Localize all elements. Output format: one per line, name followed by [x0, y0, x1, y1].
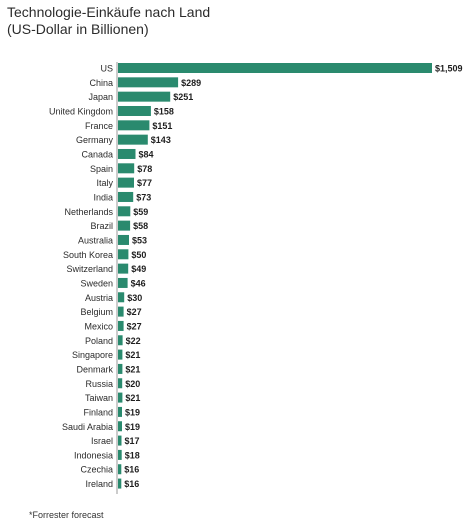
value-label-us: $1,509 — [435, 64, 463, 74]
value-label-ireland: $16 — [124, 479, 139, 489]
value-label-russia: $20 — [125, 379, 140, 389]
category-label-australia: Australia — [78, 235, 113, 245]
value-label-germany: $143 — [151, 135, 171, 145]
value-label-france: $151 — [152, 121, 172, 131]
bar-netherlands — [118, 206, 131, 217]
category-label-russia: Russia — [85, 379, 113, 389]
bar-poland — [118, 335, 123, 346]
category-label-saudi-arabia: Saudi Arabia — [62, 422, 113, 432]
chart-title: Technologie-Einkäufe nach Land — [7, 4, 211, 20]
value-label-indonesia: $18 — [125, 450, 140, 460]
category-label-israel: Israel — [91, 436, 113, 446]
category-label-united-kingdom: United Kingdom — [49, 106, 113, 116]
bar-finland — [118, 406, 122, 417]
bar-belgium — [118, 306, 124, 317]
value-label-australia: $53 — [132, 235, 147, 245]
category-label-us: US — [100, 64, 113, 74]
bar-ireland — [118, 478, 122, 489]
value-label-taiwan: $21 — [125, 393, 140, 403]
category-label-singapore: Singapore — [72, 350, 113, 360]
bar-saudi-arabia — [118, 421, 122, 432]
bar-switzerland — [118, 263, 129, 274]
bar-russia — [118, 378, 123, 389]
category-label-spain: Spain — [90, 164, 113, 174]
bar-spain — [118, 163, 135, 174]
bar-mexico — [118, 320, 124, 331]
value-label-india: $73 — [136, 192, 151, 202]
bar-france — [118, 120, 150, 131]
bar-sweden — [118, 277, 128, 288]
bar-taiwan — [118, 392, 123, 403]
category-label-austria: Austria — [85, 293, 113, 303]
category-label-mexico: Mexico — [84, 321, 113, 331]
category-label-netherlands: Netherlands — [64, 207, 113, 217]
category-label-canada: Canada — [81, 149, 113, 159]
category-label-czechia: Czechia — [80, 465, 113, 475]
category-label-ireland: Ireland — [85, 479, 113, 489]
bar-canada — [118, 148, 136, 159]
value-label-canada: $84 — [139, 149, 154, 159]
value-label-netherlands: $59 — [133, 207, 148, 217]
value-label-south-korea: $50 — [131, 250, 146, 260]
value-label-israel: $17 — [125, 436, 140, 446]
bar-japan — [118, 91, 171, 102]
category-label-japan: Japan — [88, 92, 113, 102]
bar-china — [118, 77, 179, 88]
value-label-sweden: $46 — [131, 278, 146, 288]
category-label-indonesia: Indonesia — [74, 450, 113, 460]
bar-singapore — [118, 349, 123, 360]
category-label-sweden: Sweden — [80, 278, 113, 288]
value-label-austria: $30 — [127, 293, 142, 303]
value-label-czechia: $16 — [124, 465, 139, 475]
chart-title-block: Technologie-Einkäufe nach Land (US-Dolla… — [7, 4, 307, 38]
category-label-poland: Poland — [85, 336, 113, 346]
bar-india — [118, 191, 134, 202]
value-label-finland: $19 — [125, 407, 140, 417]
footnote: *Forrester forecast — [29, 510, 104, 520]
value-label-japan: $251 — [173, 92, 193, 102]
bar-israel — [118, 435, 122, 446]
category-label-finland: Finland — [83, 407, 113, 417]
bar-united-kingdom — [118, 105, 151, 116]
bar-south-korea — [118, 249, 129, 260]
value-label-brazil: $58 — [133, 221, 148, 231]
bar-germany — [118, 134, 148, 145]
bars-layer: US $1,509 China $289 Japan $251 United Kingdom… — [49, 63, 463, 489]
bar-australia — [118, 234, 129, 245]
value-label-denmark: $21 — [125, 364, 140, 374]
category-label-brazil: Brazil — [90, 221, 113, 231]
bar-brazil — [118, 220, 131, 231]
value-label-italy: $77 — [137, 178, 152, 188]
value-label-poland: $22 — [126, 336, 141, 346]
category-label-taiwan: Taiwan — [85, 393, 113, 403]
bar-italy — [118, 177, 134, 188]
category-label-belgium: Belgium — [80, 307, 113, 317]
value-label-united-kingdom: $158 — [154, 106, 174, 116]
category-label-france: France — [85, 121, 113, 131]
category-label-switzerland: Switzerland — [66, 264, 113, 274]
value-label-mexico: $27 — [127, 321, 142, 331]
bar-austria — [118, 292, 125, 303]
value-label-switzerland: $49 — [131, 264, 146, 274]
bar-denmark — [118, 363, 123, 374]
bar-us — [118, 63, 432, 73]
value-label-saudi-arabia: $19 — [125, 422, 140, 432]
value-label-singapore: $21 — [125, 350, 140, 360]
value-label-spain: $78 — [137, 164, 152, 174]
chart-subtitle: (US-Dollar in Billionen) — [7, 21, 149, 37]
category-label-germany: Germany — [76, 135, 114, 145]
bar-czechia — [118, 464, 122, 475]
value-label-belgium: $27 — [127, 307, 142, 317]
value-label-china: $289 — [181, 78, 201, 88]
category-label-south-korea: South Korea — [63, 250, 113, 260]
category-label-italy: Italy — [96, 178, 113, 188]
category-label-china: China — [89, 78, 113, 88]
category-label-denmark: Denmark — [76, 364, 113, 374]
category-label-india: India — [93, 192, 113, 202]
bar-indonesia — [118, 449, 122, 460]
